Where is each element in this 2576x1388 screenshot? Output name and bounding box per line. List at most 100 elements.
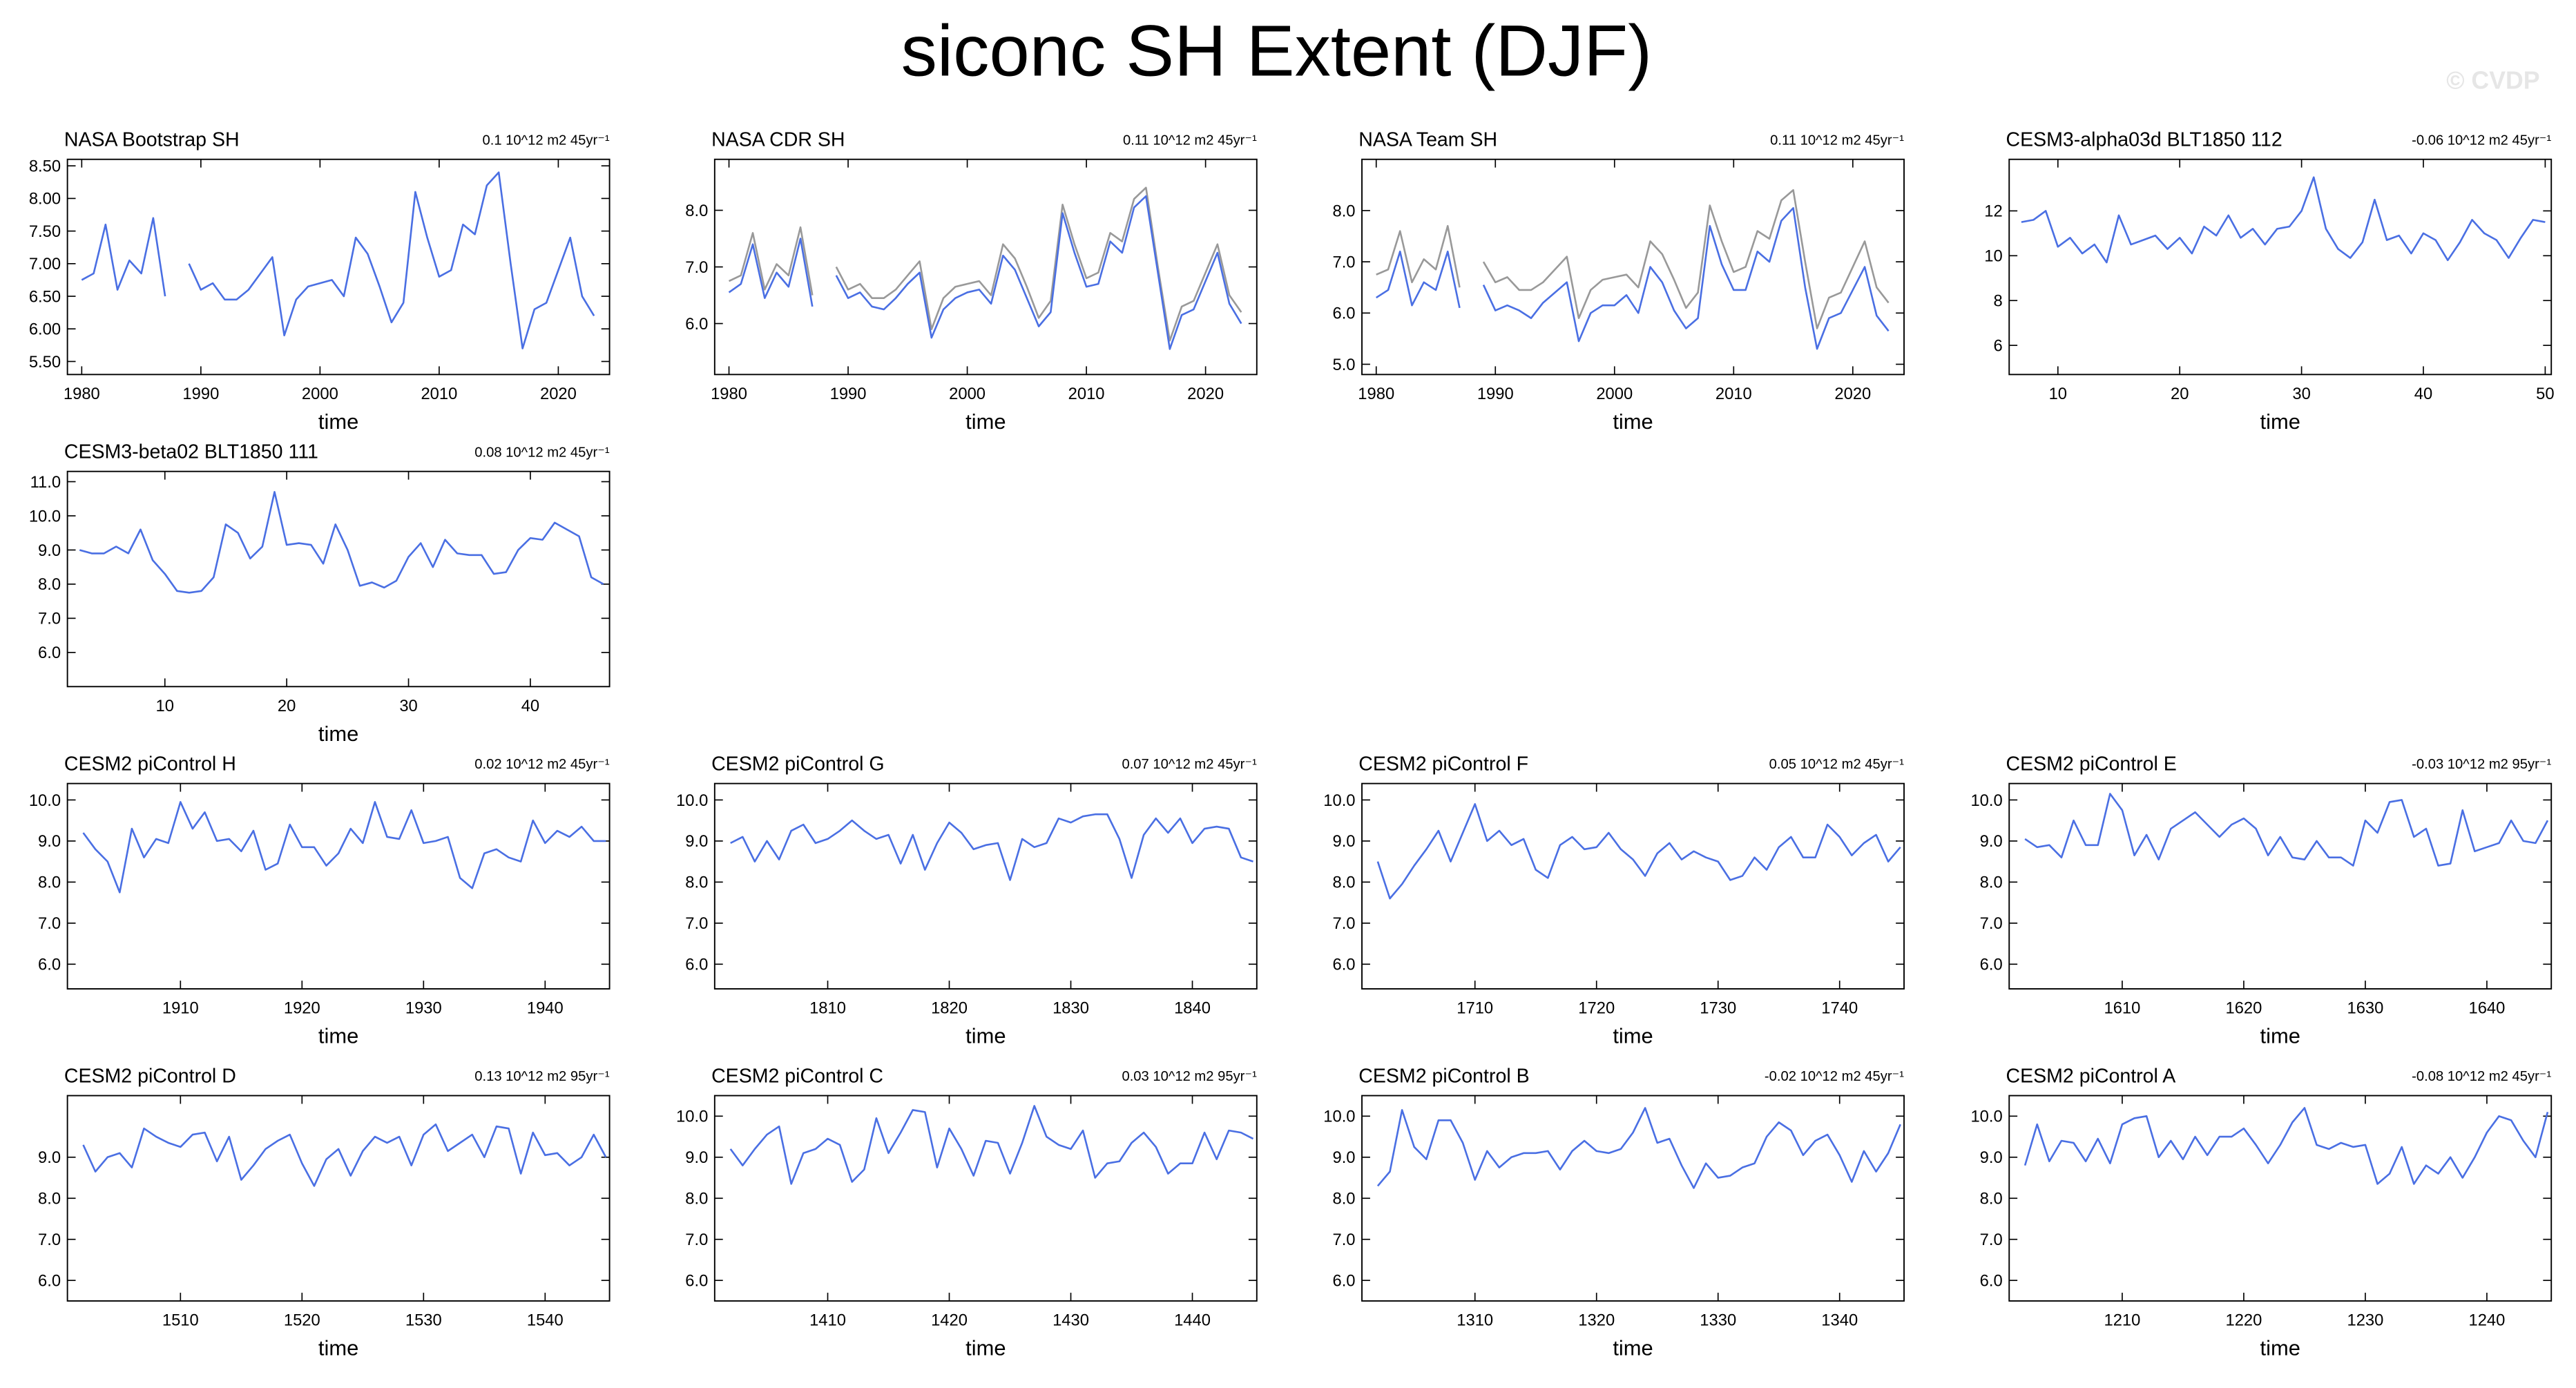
y-tick-label: 12 <box>1984 202 2002 221</box>
series-line <box>2024 1107 2549 1185</box>
x-tick-label: 1330 <box>1700 1311 1736 1330</box>
plot-frame <box>66 158 611 376</box>
y-tick-label: 6 <box>1994 336 2003 355</box>
watermark: © CVDP <box>2446 66 2539 94</box>
y-tick-label: 6.0 <box>1332 305 1355 323</box>
y-tick-label: 6.0 <box>38 644 61 662</box>
x-tick-label: 1240 <box>2469 1311 2506 1330</box>
trend-label: 0.02 10^12 m2 45yr⁻¹ <box>474 757 610 772</box>
x-tick-label: 1340 <box>1821 1311 1858 1330</box>
x-tick-label: 20 <box>278 697 296 715</box>
y-tick-label: 10.0 <box>29 507 61 526</box>
panel: CESM2 piControl E -0.03 10^12 m2 95yr⁻¹ ti… <box>1970 753 2553 1048</box>
y-tick-label: 7.0 <box>1332 253 1355 271</box>
x-tick-label: 2010 <box>1068 385 1105 403</box>
x-tick-label: 10 <box>156 697 174 715</box>
y-tick-label: 8.50 <box>29 157 61 176</box>
x-tick-label: 1410 <box>809 1311 846 1330</box>
panel: CESM2 piControl F 0.05 10^12 m2 45yr⁻¹ tim… <box>1323 753 1905 1048</box>
x-axis-label: time <box>318 722 358 746</box>
plot-frame <box>2008 1095 2553 1302</box>
y-tick-label: 7.0 <box>685 258 708 277</box>
x-tick-label: 2020 <box>1187 385 1224 403</box>
plot-frame <box>2008 782 2553 990</box>
panel: NASA Bootstrap SH 0.1 10^12 m2 45yr⁻¹ time… <box>29 129 611 434</box>
y-tick-label: 8.0 <box>685 1190 708 1208</box>
trend-label: 0.05 10^12 m2 45yr⁻¹ <box>1769 757 1905 772</box>
x-tick-label: 1910 <box>162 999 199 1018</box>
x-tick-label: 1430 <box>1052 1311 1089 1330</box>
x-tick-label: 2020 <box>1834 385 1871 403</box>
x-tick-label: 1320 <box>1578 1311 1615 1330</box>
x-tick-label: 1440 <box>1174 1311 1211 1330</box>
panel-title: CESM2 piControl G <box>711 753 885 775</box>
x-tick-label: 1740 <box>1821 999 1858 1018</box>
x-tick-label: 2000 <box>1596 385 1633 403</box>
plot-frame <box>66 470 611 688</box>
panel-title: CESM3-alpha03d BLT1850 112 <box>2006 129 2282 151</box>
trend-label: -0.08 10^12 m2 45yr⁻¹ <box>2412 1069 2551 1084</box>
plot-frame <box>1361 1095 1905 1302</box>
series-line <box>728 195 1242 350</box>
series-line <box>81 171 595 349</box>
figure-title: siconc SH Extent (DJF) <box>901 10 1653 91</box>
panel-title: NASA Team SH <box>1358 129 1497 151</box>
panel-title: CESM2 piControl E <box>2006 753 2176 775</box>
x-tick-label: 1530 <box>405 1311 442 1330</box>
panel: NASA Team SH 0.11 10^12 m2 45yr⁻¹ time 5.0 6… <box>1332 129 1905 434</box>
series-line <box>729 1105 1254 1185</box>
x-tick-label: 2010 <box>1715 385 1752 403</box>
y-tick-label: 8.0 <box>38 1190 61 1208</box>
y-tick-label: 8.00 <box>29 190 61 209</box>
series-line <box>2021 176 2546 264</box>
panel-title: CESM2 piControl B <box>1358 1066 1529 1088</box>
trend-label: -0.03 10^12 m2 95yr⁻¹ <box>2412 757 2551 772</box>
x-tick-label: 50 <box>2536 385 2554 403</box>
x-axis-label: time <box>1613 1023 1653 1048</box>
x-tick-label: 1990 <box>830 385 867 403</box>
panel-title: CESM3-beta02 BLT1850 111 <box>64 441 318 463</box>
x-tick-label: 1420 <box>931 1311 968 1330</box>
series-line <box>79 491 604 594</box>
x-tick-label: 1730 <box>1700 999 1736 1018</box>
y-tick-label: 7.00 <box>29 255 61 273</box>
y-tick-label: 6.0 <box>685 315 708 334</box>
y-tick-label: 6.0 <box>1980 956 2003 974</box>
panel: CESM2 piControl C 0.03 10^12 m2 95yr⁻¹ tim… <box>676 1066 1258 1360</box>
y-tick-label: 9.0 <box>685 1148 708 1167</box>
x-tick-label: 1720 <box>1578 999 1615 1018</box>
y-tick-label: 6.00 <box>29 320 61 339</box>
x-tick-label: 1920 <box>284 999 320 1018</box>
y-tick-label: 6.0 <box>685 1272 708 1291</box>
trend-label: -0.02 10^12 m2 45yr⁻¹ <box>1765 1069 1904 1084</box>
trend-label: 0.13 10^12 m2 95yr⁻¹ <box>474 1069 610 1084</box>
y-tick-label: 5.0 <box>1332 356 1355 374</box>
y-tick-label: 7.0 <box>1980 914 2003 933</box>
y-tick-label: 8.0 <box>1980 1190 2003 1208</box>
panel: CESM2 piControl B -0.02 10^12 m2 45yr⁻¹ ti… <box>1323 1066 1905 1360</box>
panel: NASA CDR SH 0.11 10^12 m2 45yr⁻¹ time 6.0 7.… <box>685 129 1258 434</box>
series-line <box>1376 803 1901 900</box>
x-tick-label: 1520 <box>284 1311 320 1330</box>
x-tick-label: 1310 <box>1457 1311 1493 1330</box>
x-axis-label: time <box>965 1023 1006 1048</box>
x-tick-label: 1980 <box>64 385 100 403</box>
y-tick-label: 9.0 <box>1980 1148 2003 1167</box>
x-tick-label: 1640 <box>2469 999 2506 1018</box>
plot-frame <box>713 782 1258 990</box>
x-tick-label: 1980 <box>1358 385 1394 403</box>
y-tick-label: 10.0 <box>1323 1108 1355 1126</box>
y-tick-label: 8.0 <box>1980 874 2003 892</box>
panel: CESM3-alpha03d BLT1850 112 -0.06 10^12 m2… <box>1984 129 2554 434</box>
y-tick-label: 10 <box>1984 247 2002 266</box>
x-axis-label: time <box>318 1023 358 1048</box>
x-axis-label: time <box>1613 1336 1653 1360</box>
y-tick-label: 8 <box>1994 292 2003 311</box>
plot-frame <box>66 782 611 990</box>
y-tick-label: 9.0 <box>1980 832 2003 851</box>
x-axis-label: time <box>2260 409 2300 434</box>
x-tick-label: 2000 <box>949 385 986 403</box>
y-tick-label: 8.0 <box>1332 874 1355 892</box>
